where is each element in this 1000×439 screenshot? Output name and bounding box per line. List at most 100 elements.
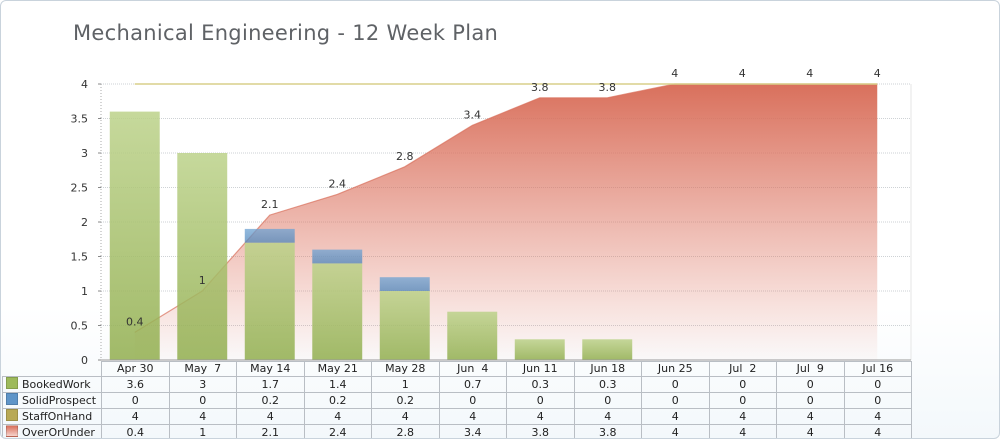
table-cell: 4: [438, 408, 507, 425]
x-tick-label: Jul 16: [843, 361, 912, 377]
data-label: 2.1: [261, 198, 279, 211]
y-tick-label: 2: [81, 216, 88, 229]
y-tick-label: 1.5: [71, 251, 89, 264]
table-cell: 3.8: [573, 424, 642, 438]
y-tick-label: 3: [81, 147, 88, 160]
table-cell: 0.2: [303, 392, 372, 409]
bar-solidprospect: [244, 228, 295, 243]
legend-entry: BookedWork: [2, 376, 102, 393]
table-cell: 4: [303, 408, 372, 425]
table-cell: 3.8: [506, 424, 575, 438]
table-cell: 4: [641, 408, 710, 425]
bar-bookedwork: [244, 242, 295, 360]
table-cell: 0: [438, 392, 507, 409]
table-cell: 4: [843, 408, 912, 425]
table-cell: 0: [708, 376, 777, 393]
table-cell: 0.3: [573, 376, 642, 393]
table-cell: 4: [101, 408, 170, 425]
legend-entry: StaffOnHand: [2, 408, 102, 425]
table-cell: 0.2: [371, 392, 440, 409]
x-tick-label: Jun 18: [573, 361, 642, 377]
legend-swatch: [6, 409, 18, 421]
table-cell: 0: [168, 392, 237, 409]
legend-label: SolidProspect: [22, 394, 97, 407]
legend-label: StaffOnHand: [22, 410, 93, 423]
bar-bookedwork: [312, 263, 363, 360]
table-cell: 0: [101, 392, 170, 409]
data-label: 4: [874, 67, 881, 80]
table-cell: 2.8: [371, 424, 440, 438]
table-row: SolidProspect 0 0 0.2 0.2 0.2 0 0 0 0 0 0 0: [2, 392, 912, 409]
y-tick-label: 0: [81, 354, 88, 367]
bar-bookedwork: [177, 153, 228, 360]
table-cell: 4: [168, 408, 237, 425]
table-cell: 4: [236, 408, 305, 425]
data-label: 2.4: [329, 177, 347, 190]
chart-title: Mechanical Engineering - 12 Week Plan: [73, 21, 499, 45]
table-row: BookedWork 3.6 3 1.7 1.4 1 0.7 0.3 0.3 0 0 0 0: [2, 376, 912, 393]
table-cell: 0: [573, 392, 642, 409]
data-label: 0.4: [126, 315, 144, 328]
x-tick-label: Jul 9: [776, 361, 845, 377]
x-tick-label: Jun 11: [506, 361, 575, 377]
table-cell: 0.7: [438, 376, 507, 393]
x-tick-label: May 28: [371, 361, 440, 377]
table-cell: 0: [641, 392, 710, 409]
table-cell: 0.2: [236, 392, 305, 409]
table-cell: 1.7: [236, 376, 305, 393]
table-cell: 0: [843, 376, 912, 393]
y-tick-label: 1: [81, 285, 88, 298]
data-label: 3.4: [464, 108, 482, 121]
bar-solidprospect: [312, 249, 363, 264]
legend-label: OverOrUnder: [22, 426, 95, 439]
table-cell: 1: [371, 376, 440, 393]
table-row: OverOrUnder 0.4 1 2.1 2.4 2.8 3.4 3.8 3.8 4 4 4 4: [2, 424, 912, 439]
y-tick-label: 3.5: [71, 113, 89, 126]
y-tick-label: 0.5: [71, 320, 89, 333]
table-cell: 4: [371, 408, 440, 425]
table-cell: 1.4: [303, 376, 372, 393]
table-cell: 3.4: [438, 424, 507, 438]
data-label: 1: [199, 274, 206, 287]
data-label: 2.8: [396, 150, 414, 163]
table-row: StaffOnHand 4 4 4 4 4 4 4 4 4 4 4 4: [2, 408, 912, 425]
table-cell: 1: [168, 424, 237, 438]
table-cell: 0: [776, 376, 845, 393]
table-cell: 4: [506, 408, 575, 425]
data-label: 4: [806, 67, 813, 80]
x-tick-label: Apr 30: [101, 361, 170, 377]
table-cell: 0: [776, 392, 845, 409]
table-corner: [3, 362, 102, 377]
x-tick-label: May 7: [168, 361, 237, 377]
table-cell: 4: [843, 424, 912, 438]
data-table: Apr 30 May 7 May 14 May 21 May 28 Jun 4 Jun 11…: [2, 361, 912, 439]
bar-solidprospect: [379, 277, 430, 291]
bar-bookedwork: [514, 339, 565, 360]
legend-swatch: [6, 377, 18, 389]
data-label: 3.8: [531, 81, 549, 94]
table-cell: 4: [641, 424, 710, 438]
y-tick-label: 4: [81, 78, 88, 91]
x-tick-label: Jun 25: [641, 361, 710, 377]
table-cell: 0: [843, 392, 912, 409]
legend-swatch: [6, 393, 18, 405]
bar-bookedwork: [109, 111, 160, 360]
table-cell: 0: [506, 392, 575, 409]
table-cell: 4: [776, 424, 845, 438]
bar-bookedwork: [379, 291, 430, 360]
bar-bookedwork: [447, 311, 498, 360]
table-cell: 2.1: [236, 424, 305, 438]
x-tick-label: Jun 4: [438, 361, 507, 377]
data-label: 4: [739, 67, 746, 80]
x-tick-label: Jul 2: [708, 361, 777, 377]
table-cell: 2.4: [303, 424, 372, 438]
table-cell: 4: [573, 408, 642, 425]
legend-swatch: [6, 425, 18, 437]
x-tick-label: May 21: [303, 361, 372, 377]
table-cell: 3: [168, 376, 237, 393]
legend-entry: SolidProspect: [2, 392, 102, 409]
bar-bookedwork: [582, 339, 633, 360]
table-cell: 0.3: [506, 376, 575, 393]
x-tick-label: May 14: [236, 361, 305, 377]
